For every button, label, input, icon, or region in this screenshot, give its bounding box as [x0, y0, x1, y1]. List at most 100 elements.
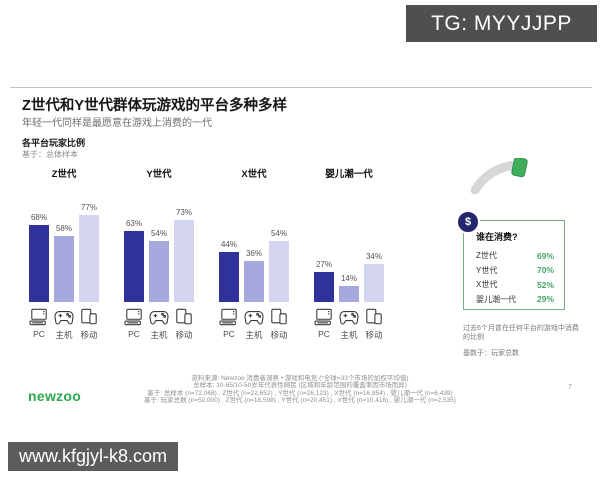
page-subtitle: 年轻一代同样是最愿意在游戏上消费的一代: [22, 118, 212, 129]
dollar-coin-icon: $: [456, 210, 480, 234]
platform-cell: PC: [217, 308, 242, 341]
platform-label: PC: [223, 329, 235, 339]
bar-chart: Z世代 68% 58% 77% PC 主机 移动 Y世代 63% 54% 73% PC 主机 移动 X世代 4…: [22, 166, 402, 341]
bar: [314, 271, 334, 302]
mobile-icon: [81, 308, 97, 325]
platform-cell: 移动: [362, 308, 387, 341]
platform-cell: 移动: [77, 308, 102, 341]
spend-row-value: 69%: [536, 250, 554, 261]
platform-label: 移动: [175, 330, 193, 340]
spend-base-note: 基数于：玩家总数: [463, 350, 519, 357]
newzoo-logo: newzoo: [28, 388, 82, 404]
bar: [79, 215, 99, 302]
bar-value-label: 63%: [125, 218, 142, 228]
platform-cell: 主机: [52, 308, 77, 341]
platform-label: PC: [33, 329, 45, 339]
page-number: 7: [568, 384, 572, 391]
platform-cell: 主机: [147, 308, 172, 341]
group-title: 婴儿潮一代: [325, 169, 373, 180]
gamepad-icon: [149, 311, 169, 325]
spend-footnote: 过去6个月曾在任何平台的游戏中消费的比例: [463, 325, 579, 341]
platform-label: 移动: [270, 330, 288, 340]
spend-row: 婴儿潮一代 29%: [476, 294, 554, 305]
platform-cell: 主机: [337, 308, 362, 341]
pc-icon: [314, 308, 332, 326]
chart-section-label: 各平台玩家比例: [22, 138, 86, 148]
spend-row-label: Y世代: [476, 265, 498, 275]
spend-row: Z世代 69%: [476, 250, 554, 261]
gamepad-icon: [244, 311, 264, 325]
spend-row-label: 婴儿潮一代: [476, 294, 516, 304]
bar-value-label: 54%: [270, 228, 287, 238]
pc-icon: [219, 308, 237, 326]
platform-label: PC: [318, 329, 330, 339]
bar: [269, 240, 289, 302]
platform-cell: 移动: [267, 308, 292, 341]
spend-row-value: 29%: [536, 294, 554, 304]
group-title: Y世代: [146, 169, 172, 180]
bar: [149, 240, 169, 302]
spend-box-title: 谁在消费?: [476, 232, 518, 242]
source-line-2: 总样本: 10-65/10-50岁年代表性网民 (区域和年龄范围的覆盖率因市场而…: [193, 382, 407, 390]
mobile-icon: [366, 308, 382, 325]
platform-label: 移动: [80, 330, 98, 340]
mobile-icon: [271, 308, 287, 325]
spend-panel: $ 谁在消费? Z世代 69% Y世代 70% X世代 52% 婴儿潮一代 29% 过去6个月…: [455, 152, 585, 382]
group-title: X世代: [241, 169, 267, 180]
bar: [244, 261, 264, 302]
spend-row: X世代 52%: [476, 279, 554, 290]
bar: [339, 286, 359, 302]
tg-contact-badge: TG: MYYJJPP: [406, 5, 597, 42]
platform-cell: PC: [312, 308, 337, 341]
bar-value-label: 68%: [30, 213, 47, 223]
page-title: Z世代和Y世代群体玩游戏的平台多种多样: [22, 98, 288, 114]
generation-group: X世代 44% 36% 54% PC 主机 移动: [212, 166, 296, 341]
mobile-icon: [176, 308, 192, 325]
source-line-4: 基于: 玩家总数 (n=52,000) , Z世代 (n=18,598) , Y…: [144, 397, 456, 405]
platform-label: 主机: [55, 330, 73, 340]
header-divider: [10, 87, 592, 88]
generation-group: 婴儿潮一代 27% 14% 34% PC 主机 移动: [307, 166, 391, 341]
source-line-3: 基于: 总样本 (n=72,068) , Z世代 (n=22,652) , Y世…: [147, 389, 453, 397]
bar-value-label: 34%: [365, 251, 382, 261]
pc-icon: [124, 308, 142, 326]
chart-base-note: 基于：总体样本: [22, 150, 78, 159]
generation-group: Y世代 63% 54% 73% PC 主机 移动: [117, 166, 201, 341]
source-line-1: 资料来源: Newzoo 消费者洞察 • 游戏和电竞 (*全球=33个市场的加权…: [191, 375, 409, 382]
platform-label: 主机: [245, 330, 263, 340]
bar-value-label: 27%: [315, 259, 332, 269]
bar-value-label: 77%: [80, 203, 97, 212]
spend-box: 谁在消费? Z世代 69% Y世代 70% X世代 52% 婴儿潮一代 29%: [463, 220, 565, 310]
generation-group: Z世代 68% 58% 77% PC 主机 移动: [22, 166, 106, 341]
bar: [29, 225, 49, 302]
platform-cell: 主机: [242, 308, 267, 341]
bar-value-label: 73%: [175, 207, 192, 217]
bar-value-label: 14%: [340, 274, 357, 284]
platform-label: 主机: [150, 330, 168, 340]
spend-row-value: 70%: [536, 265, 554, 275]
spend-row-label: Z世代: [476, 251, 497, 260]
bar: [219, 252, 239, 302]
group-title: Z世代: [51, 169, 77, 180]
bar: [174, 219, 194, 302]
bar-value-label: 58%: [55, 224, 72, 234]
platform-label: 主机: [340, 330, 358, 340]
spend-row-value: 52%: [536, 279, 554, 290]
bar: [54, 236, 74, 302]
bar-value-label: 44%: [220, 240, 237, 250]
source-notes: 资料来源: Newzoo 消费者洞察 • 游戏和电竞 (*全球=33个市场的加权…: [60, 375, 540, 405]
coin-insert-icon: [471, 158, 528, 194]
pc-icon: [29, 308, 47, 326]
bar: [364, 263, 384, 302]
gamepad-icon: [54, 311, 74, 325]
spend-row-label: X世代: [476, 280, 498, 289]
bar: [124, 230, 144, 302]
gamepad-icon: [339, 311, 359, 325]
platform-label: 移动: [365, 330, 383, 340]
bar-value-label: 36%: [245, 249, 262, 259]
platform-cell: PC: [122, 308, 147, 341]
watermark-url: www.kfgjyl-k8.com: [8, 442, 178, 471]
platform-cell: PC: [27, 308, 52, 341]
platform-cell: 移动: [172, 308, 197, 341]
